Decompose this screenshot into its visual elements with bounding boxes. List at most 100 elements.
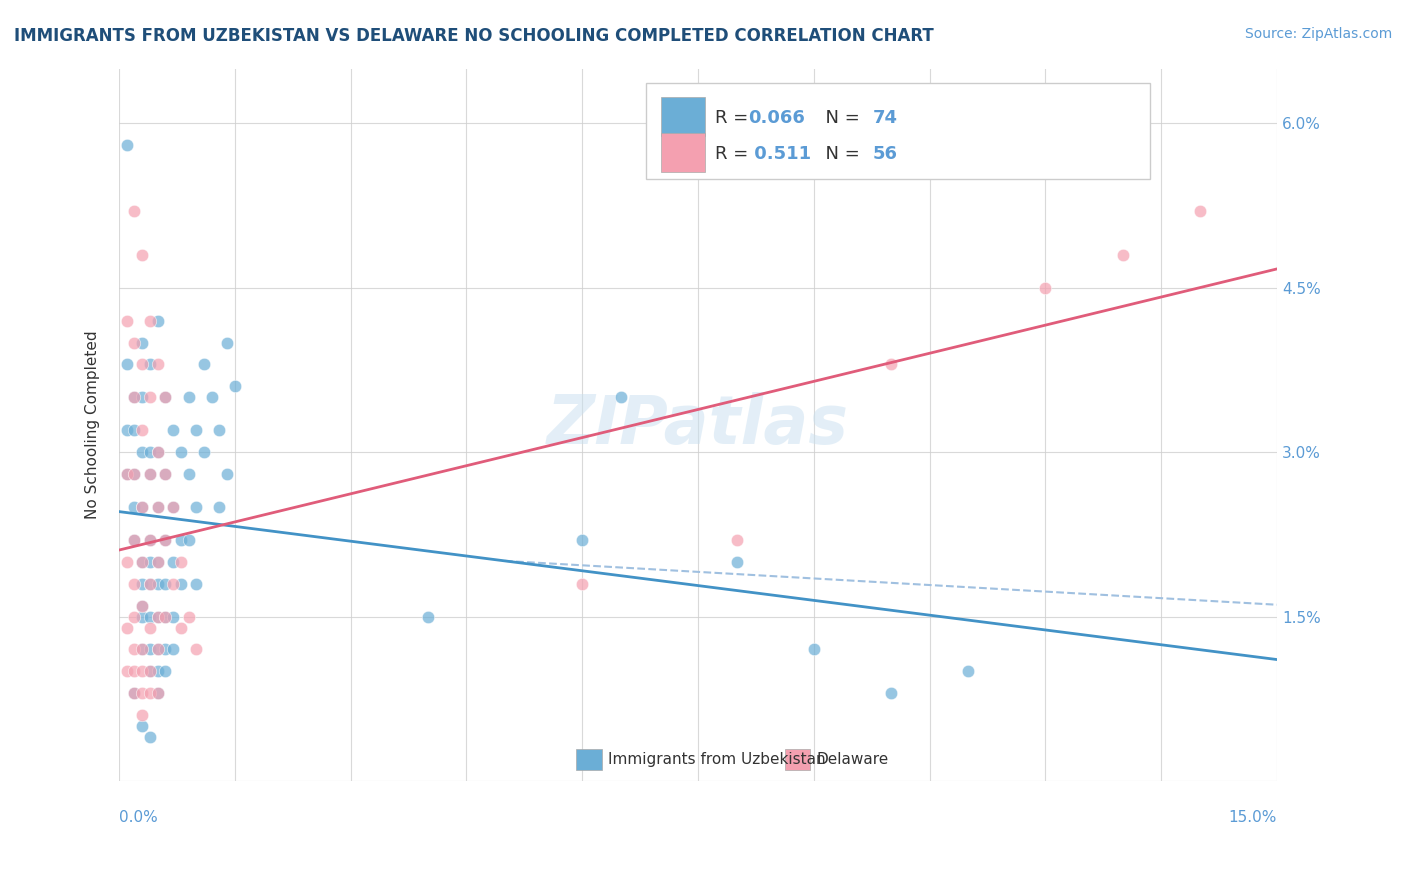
Point bbox=[131, 599, 153, 613]
FancyBboxPatch shape bbox=[645, 83, 1150, 179]
Y-axis label: No Schooling Completed: No Schooling Completed bbox=[86, 330, 100, 519]
Point bbox=[124, 686, 146, 700]
Point bbox=[131, 445, 153, 459]
Text: IMMIGRANTS FROM UZBEKISTAN VS DELAWARE NO SCHOOLING COMPLETED CORRELATION CHART: IMMIGRANTS FROM UZBEKISTAN VS DELAWARE N… bbox=[14, 27, 934, 45]
Point bbox=[571, 576, 593, 591]
Point bbox=[139, 445, 162, 459]
Point bbox=[155, 390, 177, 404]
Point bbox=[170, 576, 193, 591]
Point bbox=[139, 665, 162, 679]
Point bbox=[155, 642, 177, 657]
FancyBboxPatch shape bbox=[661, 97, 704, 136]
Point bbox=[146, 686, 169, 700]
Point bbox=[131, 500, 153, 514]
Point bbox=[208, 423, 231, 437]
Point bbox=[124, 665, 146, 679]
Point bbox=[170, 533, 193, 547]
Point bbox=[725, 533, 748, 547]
Point bbox=[957, 665, 980, 679]
Point bbox=[162, 423, 184, 437]
Point bbox=[139, 576, 162, 591]
Point bbox=[131, 686, 153, 700]
Point bbox=[139, 358, 162, 372]
Text: 0.0%: 0.0% bbox=[120, 810, 157, 824]
Point bbox=[139, 642, 162, 657]
Point bbox=[170, 621, 193, 635]
FancyBboxPatch shape bbox=[785, 749, 810, 771]
Point bbox=[124, 467, 146, 481]
Point bbox=[186, 423, 208, 437]
Point bbox=[115, 555, 138, 569]
Point bbox=[146, 642, 169, 657]
Point bbox=[208, 500, 231, 514]
Point bbox=[725, 555, 748, 569]
Text: Immigrants from Uzbekistan: Immigrants from Uzbekistan bbox=[607, 752, 825, 767]
Point bbox=[131, 665, 153, 679]
Point bbox=[146, 500, 169, 514]
Point bbox=[162, 555, 184, 569]
Point bbox=[131, 390, 153, 404]
Point bbox=[139, 576, 162, 591]
Point bbox=[162, 500, 184, 514]
Point bbox=[115, 467, 138, 481]
Point bbox=[146, 686, 169, 700]
Point bbox=[124, 533, 146, 547]
Point bbox=[880, 686, 903, 700]
Point bbox=[115, 358, 138, 372]
Point bbox=[124, 686, 146, 700]
Point bbox=[124, 335, 146, 350]
Point bbox=[571, 533, 593, 547]
Point bbox=[124, 390, 146, 404]
Point bbox=[131, 555, 153, 569]
Point bbox=[139, 467, 162, 481]
Point bbox=[155, 609, 177, 624]
Point bbox=[610, 390, 633, 404]
Point bbox=[177, 533, 200, 547]
Point bbox=[139, 730, 162, 744]
Text: N =: N = bbox=[814, 110, 865, 128]
Point bbox=[124, 609, 146, 624]
Point bbox=[162, 576, 184, 591]
Point bbox=[170, 555, 193, 569]
Text: 56: 56 bbox=[873, 145, 898, 163]
Point bbox=[139, 686, 162, 700]
Point bbox=[124, 467, 146, 481]
Point bbox=[139, 533, 162, 547]
Point bbox=[155, 390, 177, 404]
Point bbox=[131, 642, 153, 657]
Text: N =: N = bbox=[814, 145, 865, 163]
Point bbox=[155, 576, 177, 591]
Point bbox=[131, 248, 153, 262]
Point bbox=[131, 555, 153, 569]
Point bbox=[155, 467, 177, 481]
FancyBboxPatch shape bbox=[661, 133, 704, 172]
Text: Delaware: Delaware bbox=[815, 752, 889, 767]
Point bbox=[124, 533, 146, 547]
Point bbox=[186, 642, 208, 657]
Point bbox=[201, 390, 224, 404]
Point bbox=[115, 665, 138, 679]
Point bbox=[1111, 248, 1133, 262]
Point bbox=[131, 500, 153, 514]
Text: Source: ZipAtlas.com: Source: ZipAtlas.com bbox=[1244, 27, 1392, 41]
Point bbox=[139, 533, 162, 547]
Point bbox=[146, 665, 169, 679]
Point bbox=[146, 555, 169, 569]
Point bbox=[155, 467, 177, 481]
Point bbox=[131, 599, 153, 613]
Text: 15.0%: 15.0% bbox=[1229, 810, 1277, 824]
Point bbox=[124, 500, 146, 514]
Point bbox=[162, 609, 184, 624]
Point bbox=[115, 313, 138, 327]
Point bbox=[162, 500, 184, 514]
Point bbox=[193, 358, 215, 372]
Point bbox=[124, 423, 146, 437]
Point bbox=[217, 467, 239, 481]
Point bbox=[177, 390, 200, 404]
Point bbox=[146, 445, 169, 459]
Point bbox=[131, 719, 153, 733]
Text: 0.066: 0.066 bbox=[748, 110, 804, 128]
Point bbox=[124, 204, 146, 219]
Point bbox=[139, 313, 162, 327]
Point bbox=[131, 358, 153, 372]
